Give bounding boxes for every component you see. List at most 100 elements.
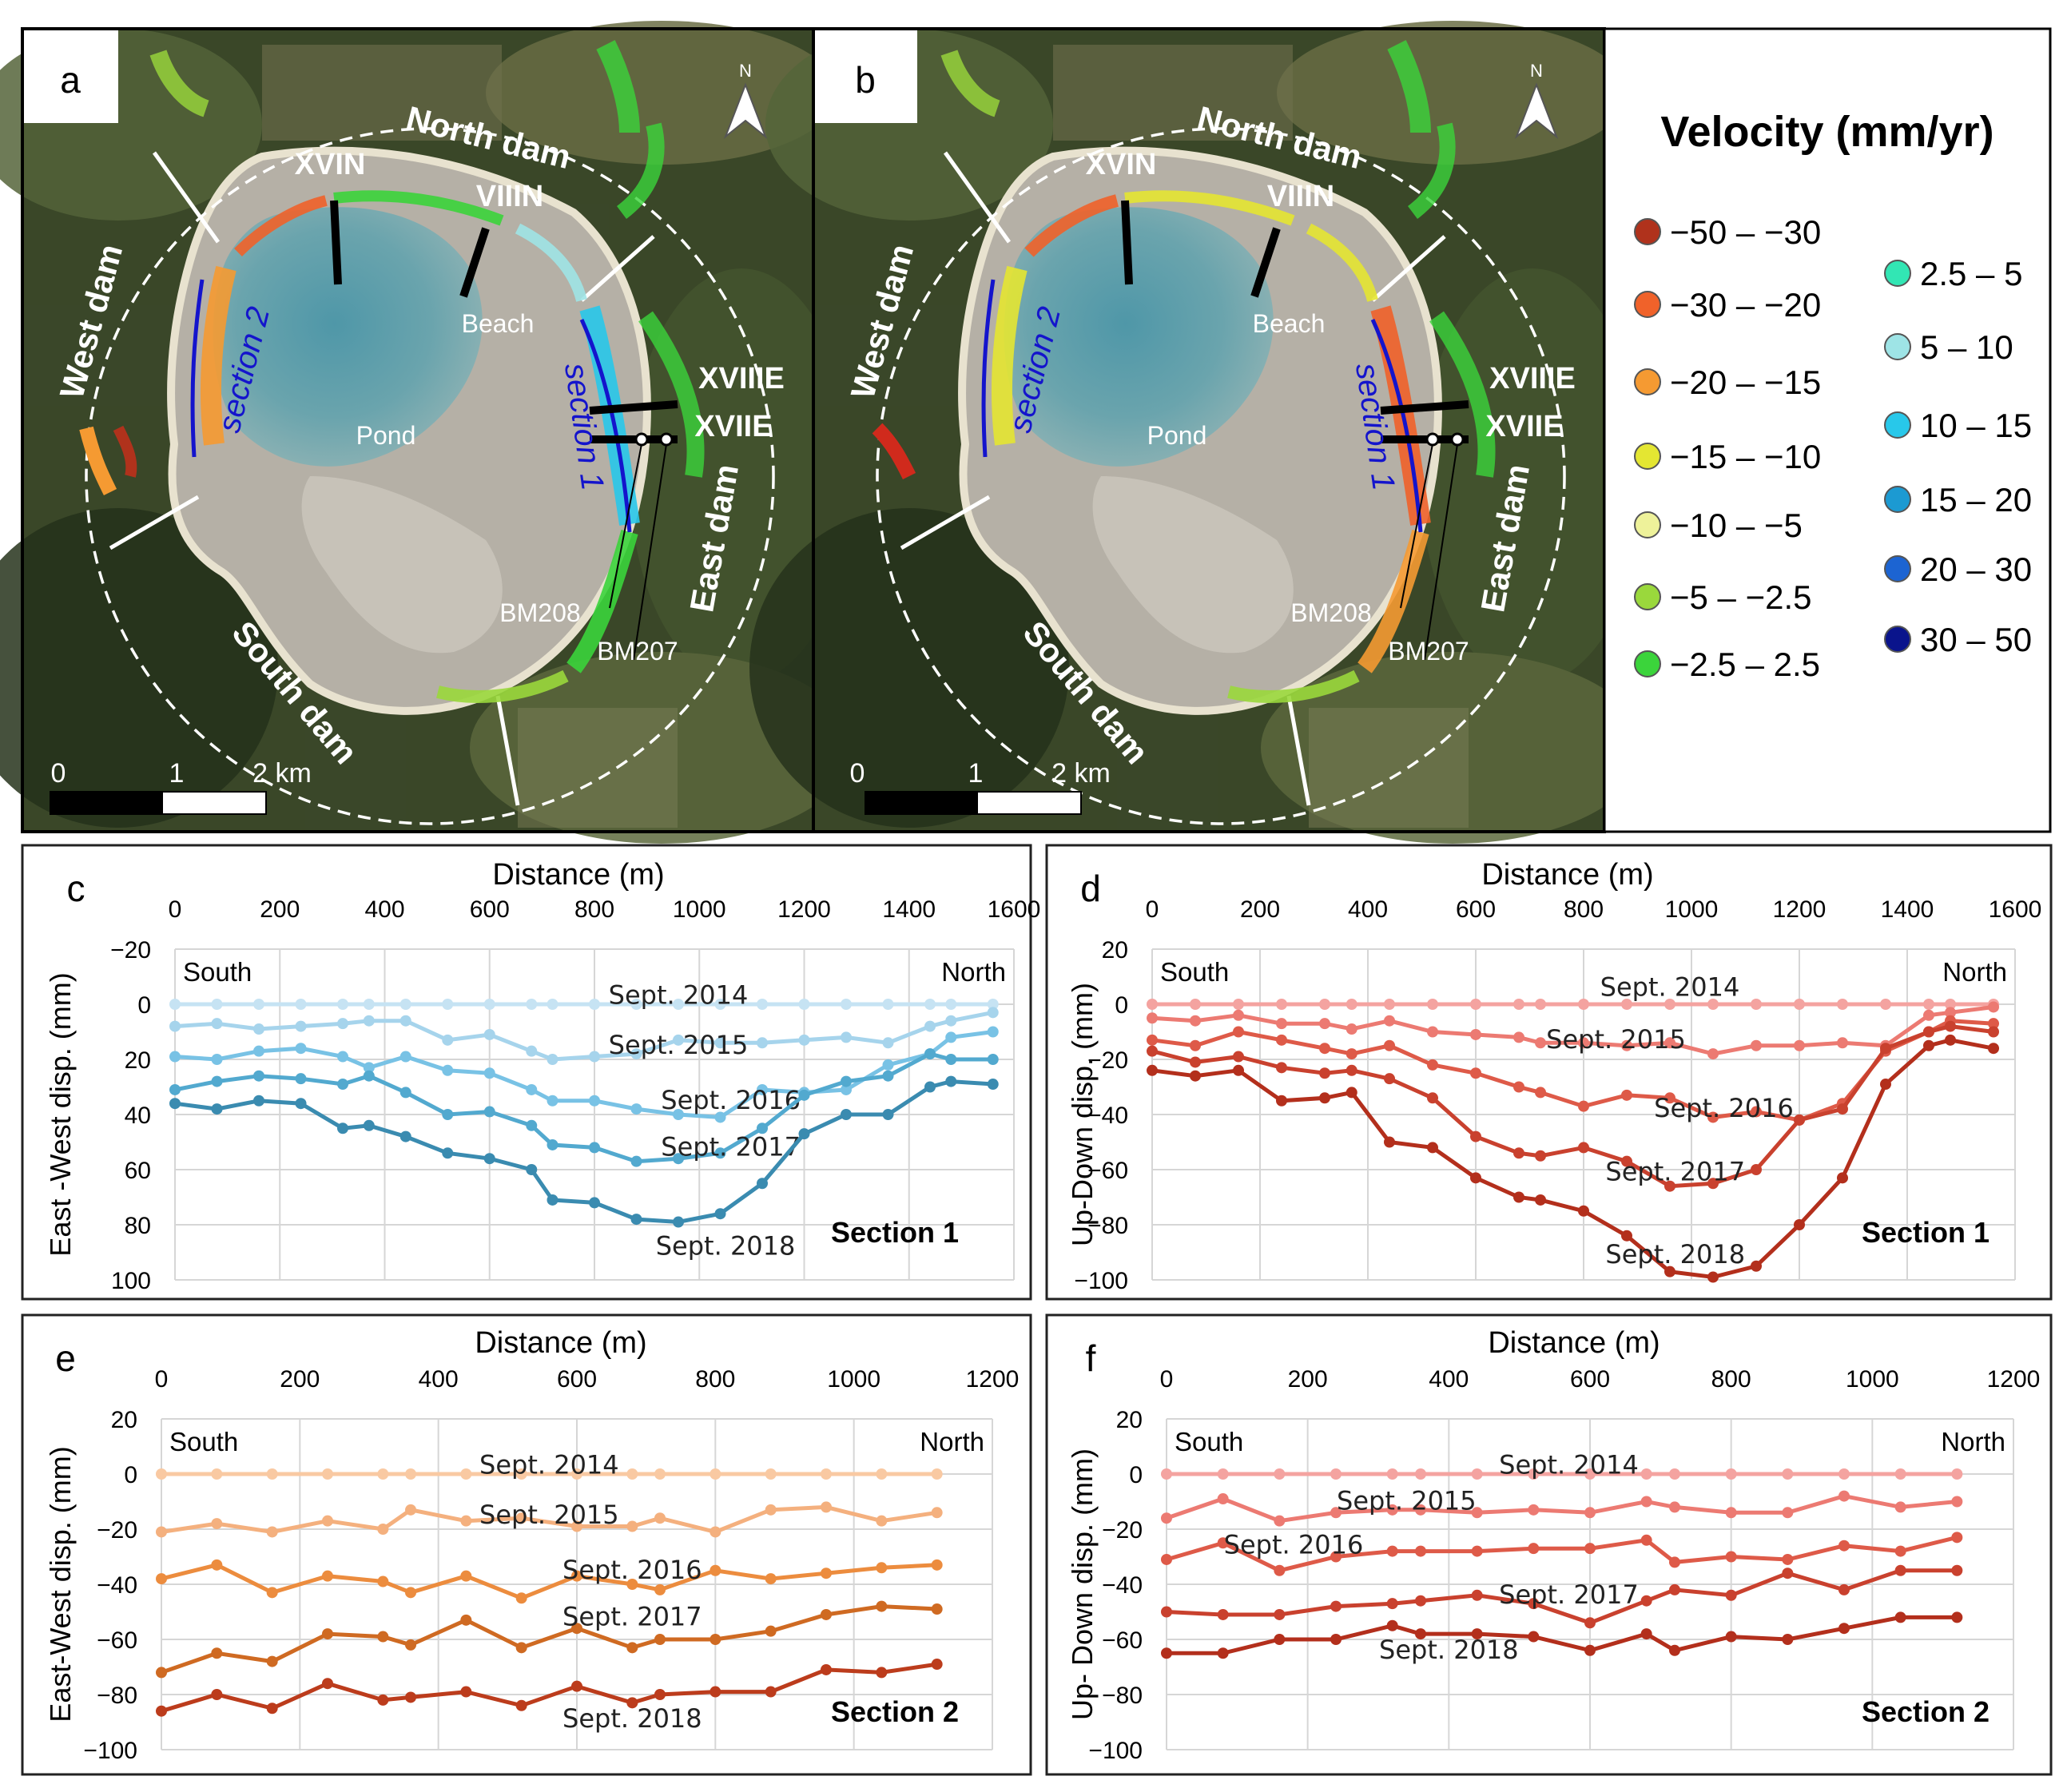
data-point (654, 1689, 666, 1700)
series-2016: Sept. 2016 (1161, 1530, 1963, 1576)
y-tick-label: 60 (125, 1158, 151, 1184)
y-tick-label: −20 (110, 937, 151, 964)
data-point (630, 1103, 642, 1115)
data-point (1669, 1468, 1680, 1480)
legend-swatch (1884, 333, 1911, 360)
series-2015: Sept. 2015 (169, 1007, 999, 1065)
data-point (547, 1095, 558, 1107)
data-point (156, 1667, 167, 1679)
data-point (1513, 1147, 1524, 1159)
data-point (295, 999, 307, 1010)
legend-label: 20 – 30 (1920, 550, 2032, 588)
data-point (757, 999, 768, 1010)
beach-label: Beach (462, 309, 535, 338)
scale-bar: 0 1 2 km (50, 758, 312, 815)
data-point (1584, 1644, 1596, 1656)
data-point (1640, 1468, 1652, 1480)
chart-frame (21, 844, 1032, 1301)
y-tick-label: 0 (1129, 1462, 1143, 1488)
data-point (1725, 1507, 1737, 1519)
data-point (630, 1214, 642, 1226)
y-tick-label: −20 (1102, 1517, 1143, 1544)
x-tick-label: 400 (1429, 1366, 1469, 1393)
data-point (1161, 1553, 1172, 1565)
data-point (1751, 1260, 1762, 1272)
legend-label: −15 – −10 (1670, 438, 1821, 475)
series-line (1151, 1024, 1994, 1189)
data-point (295, 1098, 307, 1110)
series-label: Sept. 2016 (562, 1555, 702, 1585)
data-point (1707, 1178, 1719, 1190)
data-point (673, 1216, 684, 1228)
data-point (169, 999, 181, 1010)
chart-c: c Distance (m)0 200 400 600 800 1000 1200 1400 16… (21, 844, 1040, 1301)
data-point (1669, 1644, 1680, 1656)
y-tick-label: 80 (125, 1213, 151, 1239)
x-axis-label: Distance (m) (1488, 1326, 1660, 1360)
xviiie-label: XVIIIE (698, 362, 785, 395)
svg-text:0: 0 (51, 758, 66, 789)
data-point (1584, 1468, 1596, 1480)
data-point (1276, 1095, 1287, 1107)
data-point (156, 1526, 167, 1538)
series-label: Sept. 2018 (562, 1703, 702, 1734)
y-tick-label: −20 (97, 1517, 137, 1544)
legend-label: 2.5 – 5 (1920, 255, 2022, 292)
data-point (399, 1015, 411, 1027)
data-point (211, 1054, 223, 1065)
data-point (337, 999, 348, 1010)
bm208-label: BM208 (1290, 598, 1371, 627)
data-point (405, 1587, 416, 1599)
data-point (673, 1034, 684, 1046)
data-point (630, 1048, 642, 1060)
data-point (1217, 1537, 1229, 1549)
north-annotation: North (941, 957, 1006, 987)
data-point (1621, 1230, 1632, 1242)
data-point (1528, 1468, 1540, 1480)
data-point (1951, 1564, 1963, 1576)
data-point (1330, 1634, 1342, 1645)
data-point (211, 1468, 223, 1480)
legend-label: −30 – −20 (1670, 286, 1821, 324)
data-point (1319, 1092, 1330, 1104)
data-point (1427, 999, 1438, 1010)
data-point (757, 1083, 768, 1095)
data-point (1513, 1031, 1524, 1043)
data-point (442, 999, 454, 1010)
data-point (1274, 1608, 1286, 1620)
y-tick-label: 20 (111, 1407, 137, 1433)
data-point (1640, 1534, 1652, 1546)
legend-label: −2.5 – 2.5 (1670, 646, 1820, 683)
series-line (161, 1662, 938, 1714)
data-point (1386, 1598, 1398, 1610)
xviiie-label: XVIIIE (1489, 362, 1576, 395)
data-point (876, 1562, 888, 1574)
data-point (924, 999, 936, 1010)
data-point (798, 1128, 810, 1140)
data-point (882, 999, 894, 1010)
data-point (1751, 1106, 1762, 1118)
data-point (1535, 1150, 1546, 1162)
data-point (399, 1051, 411, 1063)
data-point (1319, 1043, 1330, 1055)
data-point (710, 1686, 721, 1698)
data-point (924, 1020, 936, 1032)
legend-swatch (1884, 626, 1911, 653)
data-point (1838, 1490, 1850, 1502)
data-point (987, 1054, 999, 1065)
data-point (405, 1504, 416, 1516)
scale-bar: 0 1 2 km (850, 758, 1111, 815)
data-point (526, 1083, 538, 1095)
series-label: Sept. 2017 (562, 1601, 702, 1631)
series-line (174, 1010, 994, 1062)
x-tick-label: 0 (1160, 1366, 1174, 1393)
chart-panel-label: c (67, 868, 85, 909)
data-point (1471, 1628, 1483, 1640)
data-point (714, 1037, 726, 1049)
y-tick-label: −80 (1087, 1213, 1128, 1239)
data-point (1794, 1219, 1805, 1230)
legend-label: 5 – 10 (1920, 328, 2013, 366)
data-point (1233, 1026, 1244, 1038)
data-point (1782, 1634, 1794, 1645)
data-point (1894, 1545, 1906, 1557)
